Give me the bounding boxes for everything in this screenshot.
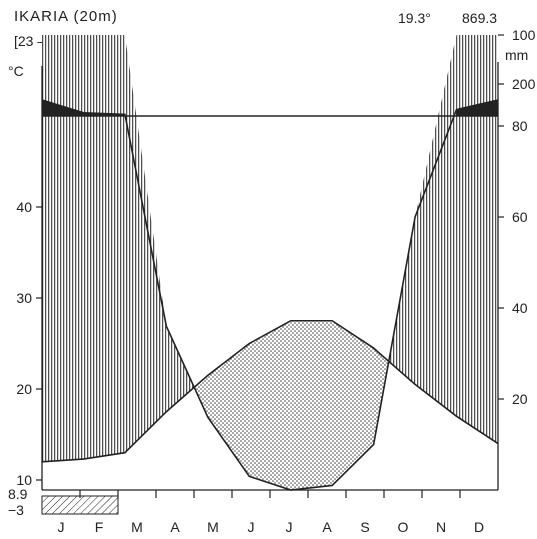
month-label: A	[322, 519, 332, 535]
month-label: A	[170, 519, 180, 535]
arid-period-area	[194, 375, 208, 418]
humid-period-area	[456, 35, 498, 444]
humid-period-area	[415, 35, 457, 417]
precip-tick-label: 60	[512, 209, 528, 225]
temperature-curve	[41, 319, 499, 463]
arid-period-area	[249, 320, 291, 490]
month-label: N	[436, 519, 446, 535]
frost-period-bar	[41, 495, 119, 515]
temperature-unit: °C	[8, 63, 24, 79]
month-label: J	[286, 519, 293, 535]
precipitation-curve	[41, 99, 499, 491]
annual-precipitation: 869.3	[462, 10, 498, 26]
month-label: M	[131, 519, 143, 535]
humid-period-area	[124, 35, 167, 453]
humid-period-area	[388, 217, 416, 385]
mean-temperature: 19.3°	[398, 10, 431, 26]
temp-min-label: 8.9	[8, 486, 28, 502]
arid-period-area	[207, 343, 250, 477]
humid-period-area	[83, 35, 125, 460]
temp-tick-label: 20	[16, 381, 32, 397]
temp-tick-label: 30	[16, 290, 32, 306]
month-label: F	[95, 519, 104, 535]
month-label: O	[398, 519, 409, 535]
arid-period-area	[332, 320, 374, 486]
humid-period-area	[166, 326, 195, 412]
temp-tick-label: 40	[16, 199, 32, 215]
month-label: M	[207, 519, 219, 535]
humid-period-area	[42, 35, 84, 462]
frost-label: −3	[8, 502, 24, 518]
station-title: IKARIA (20m)	[14, 8, 118, 25]
month-label: S	[360, 519, 369, 535]
arid-period-area	[290, 320, 333, 490]
precip-tick-label: 80	[512, 118, 528, 134]
precip-tick-label: 200	[512, 76, 536, 92]
month-label: J	[58, 519, 65, 535]
precip-tick-label: 100	[512, 27, 536, 43]
precipitation-unit: mm	[505, 47, 529, 63]
month-label: D	[474, 519, 484, 535]
temp-tick-label: 10	[16, 472, 32, 488]
month-label: J	[248, 519, 255, 535]
precip-tick-label: 40	[512, 300, 528, 316]
precip-tick-label: 20	[512, 391, 528, 407]
